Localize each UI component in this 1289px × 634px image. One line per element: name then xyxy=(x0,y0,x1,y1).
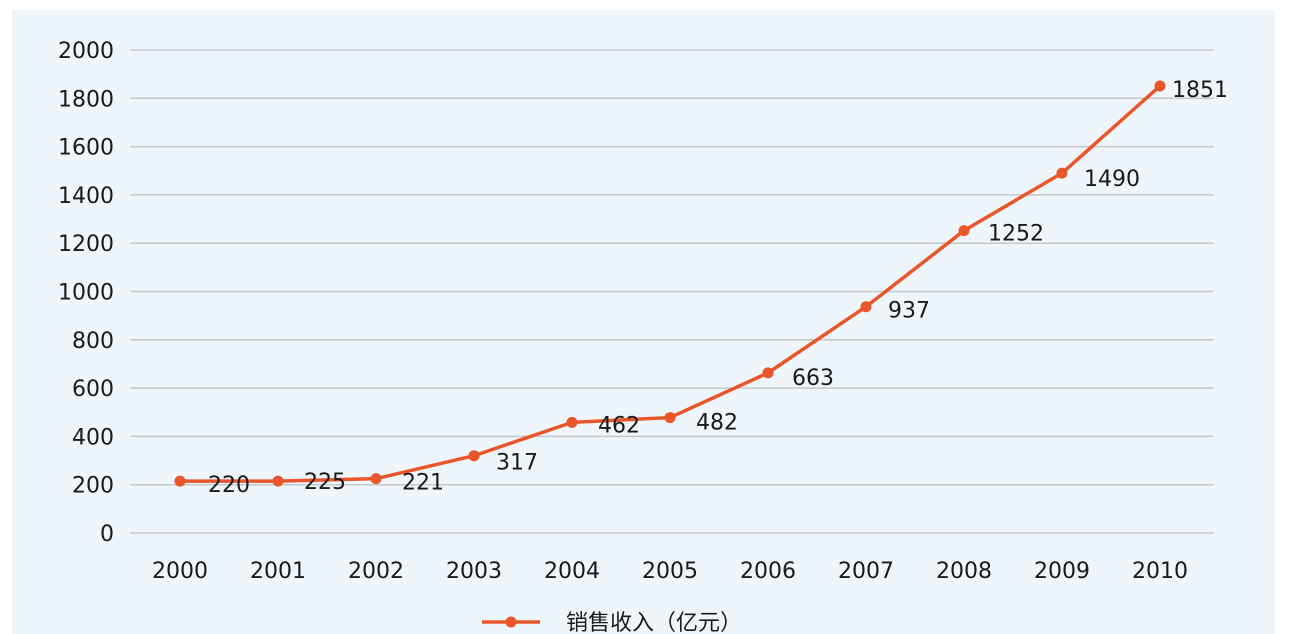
data-point xyxy=(860,301,872,313)
x-tick-label: 2000 xyxy=(152,559,208,584)
data-point xyxy=(1154,80,1166,92)
chart-panel xyxy=(12,10,1275,634)
data-label: 663 xyxy=(792,366,834,391)
x-tick-label: 2004 xyxy=(544,559,600,584)
y-tick-label: 1800 xyxy=(58,87,114,112)
data-label: 225 xyxy=(304,470,346,495)
y-tick-label: 800 xyxy=(72,329,114,354)
y-tick-label: 1000 xyxy=(58,281,114,306)
series-layer: 220 225 221 317 462 482 663 937 1252 1490 1851 xyxy=(174,78,1228,498)
data-label: 937 xyxy=(888,299,930,324)
data-label: 482 xyxy=(696,411,738,436)
data-label: 1252 xyxy=(988,222,1044,247)
data-label: 462 xyxy=(598,413,640,438)
legend-label: 销售收入（亿元） xyxy=(566,611,742,634)
y-axis-ticks: 0 200 400 600 800 1000 1200 1400 1600 1800 2000 xyxy=(58,39,114,547)
x-tick-label: 2010 xyxy=(1132,559,1188,584)
gridlines xyxy=(130,49,1214,534)
data-label: 317 xyxy=(496,451,538,476)
data-point xyxy=(468,450,480,462)
y-tick-label: 400 xyxy=(72,425,114,450)
x-tick-label: 2007 xyxy=(838,559,894,584)
y-tick-label: 1600 xyxy=(58,136,114,161)
x-tick-label: 2009 xyxy=(1034,559,1090,584)
legend: 销售收入（亿元） xyxy=(482,611,742,634)
legend-marker xyxy=(505,616,517,628)
x-tick-label: 2005 xyxy=(642,559,698,584)
data-point xyxy=(762,367,774,379)
x-tick-label: 2001 xyxy=(250,559,306,584)
data-point xyxy=(272,475,284,487)
data-point xyxy=(566,416,578,428)
x-axis-ticks: 2000 2001 2002 2003 2004 2005 2006 2007 2008 2009… xyxy=(152,559,1188,584)
x-tick-label: 2006 xyxy=(740,559,796,584)
y-tick-label: 600 xyxy=(72,377,114,402)
y-tick-label: 0 xyxy=(100,522,114,547)
y-tick-label: 200 xyxy=(72,474,114,499)
x-tick-label: 2002 xyxy=(348,559,404,584)
x-tick-label: 2003 xyxy=(446,559,502,584)
data-point xyxy=(958,225,970,237)
y-tick-label: 1400 xyxy=(58,184,114,209)
data-point xyxy=(174,475,186,487)
y-tick-label: 1200 xyxy=(58,232,114,257)
x-tick-label: 2008 xyxy=(936,559,992,584)
data-point xyxy=(370,473,382,485)
y-tick-label: 2000 xyxy=(58,39,114,64)
data-label: 1490 xyxy=(1084,167,1140,192)
data-label: 221 xyxy=(402,471,444,496)
data-point xyxy=(1056,167,1068,179)
data-point xyxy=(664,412,676,424)
data-label: 1851 xyxy=(1172,78,1228,103)
data-label: 220 xyxy=(208,473,250,498)
